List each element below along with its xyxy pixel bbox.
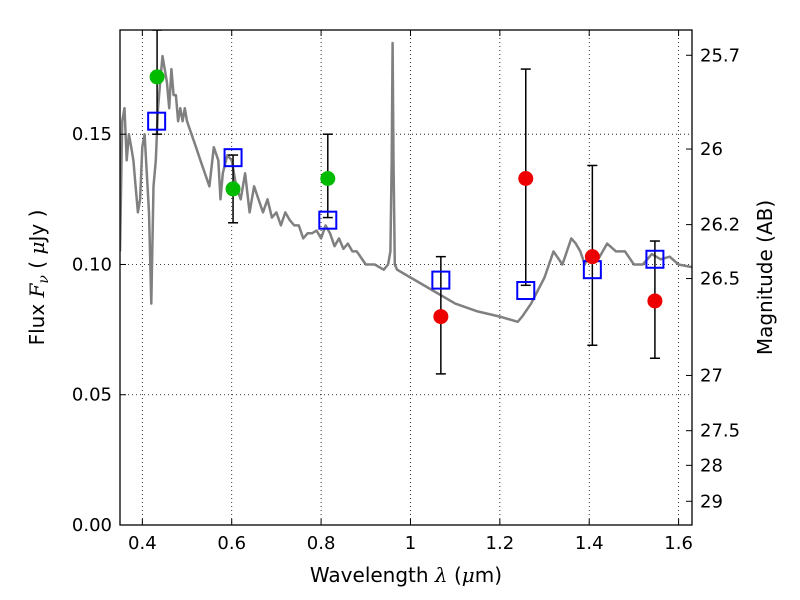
y2-tick-label: 26.2 [700,215,740,236]
y-axis-label: Flux Fν ( μJy ) [25,210,52,346]
y2-tick-label: 25.7 [700,45,740,66]
observed-flux-point [149,69,165,85]
model-flux-square [645,249,665,269]
y-tick-label: 0.10 [72,254,112,275]
model-flux-square [318,210,338,230]
observed-flux-point [647,293,663,309]
x-tick-label: 1.2 [486,533,515,554]
x-tick-label: 1.6 [664,533,693,554]
y2-axis-label: Magnitude (AB) [753,200,777,355]
y2-tick-label: 26 [700,139,723,160]
x-tick-label: 0.4 [128,533,157,554]
grid-lines [120,30,692,526]
series-layer [120,30,692,375]
observed-flux-point [433,309,449,325]
y2-tick-label: 27.5 [700,421,740,442]
y2-tick-label: 27 [700,365,723,386]
observed-flux-point [320,171,336,186]
observed-flux-point [225,181,241,197]
y2-tick-label: 26.5 [700,269,740,290]
x-axis-label: Wavelength λ (μm) [310,563,502,587]
x-tick-label: 0.8 [307,533,336,554]
model-flux-square [147,111,167,131]
x-tick-label: 1.4 [575,533,604,554]
y-tick-label: 0.15 [72,124,112,145]
y-tick-label: 0.00 [72,515,112,536]
observed-flux-point [584,249,600,265]
axis-ticks: 0.4 0.6 0.8 1 1.2 1.4 1.6 0.00 0.05 0.10 0.15 25.7 2… [72,30,740,554]
y2-tick-label: 28 [700,455,723,476]
plot-frame [119,29,693,526]
model-flux-square [516,281,536,301]
observed-flux-point [518,171,534,186]
x-tick-label: 0.6 [217,533,246,554]
y2-tick-label: 29 [700,491,723,512]
model-flux-square [431,270,451,290]
x-tick-label: 1 [405,533,416,554]
model-flux-square [223,148,243,168]
sed-spectrum-line [120,41,692,324]
y-tick-label: 0.05 [72,385,112,406]
